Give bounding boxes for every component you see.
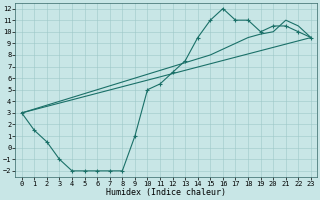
X-axis label: Humidex (Indice chaleur): Humidex (Indice chaleur) [106,188,226,197]
